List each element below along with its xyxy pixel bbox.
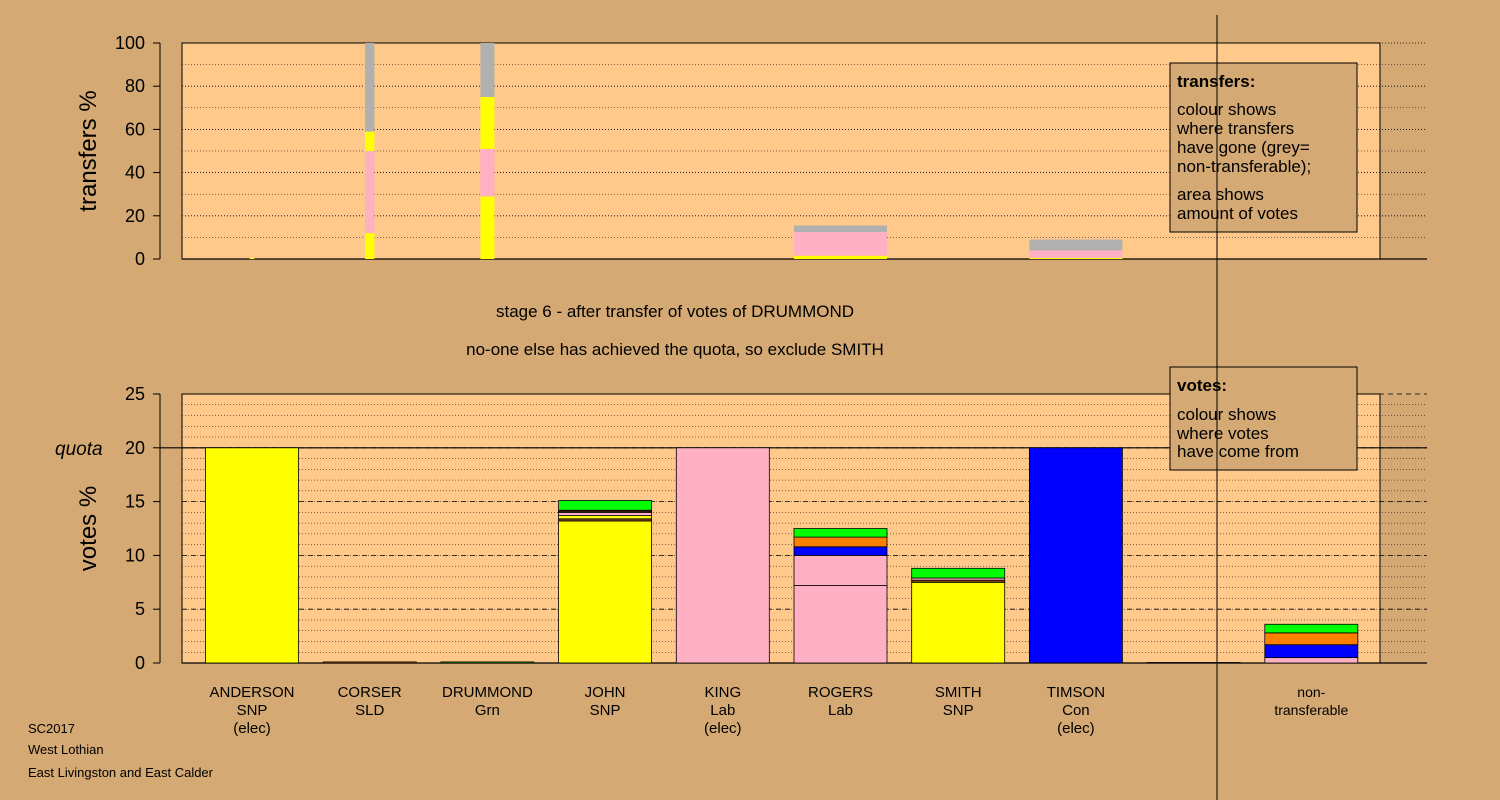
y-tick-label: 10 xyxy=(125,545,145,565)
y-tick-label: 60 xyxy=(125,119,145,139)
vote-segment xyxy=(1264,644,1359,659)
transfers-legend-line: non-transferable); xyxy=(1177,157,1311,176)
vote-segment xyxy=(558,500,652,511)
transfers-legend-line: have gone (grey= xyxy=(1177,138,1310,157)
candidate-label: SNP xyxy=(237,702,268,719)
transfer-segment xyxy=(480,148,495,197)
transfer-segment xyxy=(794,255,887,259)
stage-title: stage 6 - after transfer of votes of DRU… xyxy=(496,302,854,321)
y-tick-label: 80 xyxy=(125,76,145,96)
candidate-label: SNP xyxy=(943,702,974,719)
candidate-label: SNP xyxy=(590,702,621,719)
vote-segment xyxy=(558,520,652,664)
vote-segment xyxy=(793,528,888,538)
vote-segment xyxy=(793,555,888,586)
footer-council: West Lothian xyxy=(28,742,104,757)
footer-ward: East Livingston and East Calder xyxy=(28,765,214,780)
footer-election: SC2017 xyxy=(28,721,75,736)
candidate-label: (elec) xyxy=(1057,720,1095,737)
transfers-legend-title: transfers: xyxy=(1177,72,1255,91)
y-tick-label: 0 xyxy=(135,249,145,269)
vote-segment xyxy=(911,581,1006,664)
candidate-label: Lab xyxy=(710,702,735,719)
y-axis-label: transfers % xyxy=(75,90,102,211)
candidate-label: ANDERSON xyxy=(209,684,294,701)
y-tick-label: 15 xyxy=(125,492,145,512)
votes-legend-title: votes: xyxy=(1177,376,1227,395)
vote-segment xyxy=(793,546,888,556)
transfers-legend: transfers: colour shows where transfers … xyxy=(1169,62,1358,233)
candidate-label: non- xyxy=(1297,684,1325,700)
vote-segment xyxy=(1146,662,1241,664)
candidate-label: (elec) xyxy=(233,720,271,737)
votes-legend-line: colour shows xyxy=(1177,405,1276,424)
votes-legend: votes: colour shows where votes have com… xyxy=(1169,366,1358,471)
candidate-label: Grn xyxy=(475,702,500,719)
candidate-label: Lab xyxy=(828,702,853,719)
candidate-label: ROGERS xyxy=(808,684,873,701)
vote-segment xyxy=(675,447,770,664)
transfer-segment xyxy=(249,257,255,259)
transfer-segment xyxy=(480,97,495,149)
transfer-segment xyxy=(365,233,375,259)
candidate-label: CORSER xyxy=(338,684,402,701)
votes-legend-line: have come from xyxy=(1177,442,1299,461)
transfer-segment xyxy=(1029,239,1123,251)
y-axis-label: votes % xyxy=(75,486,102,571)
stage-subtitle: no-one else has achieved the quota, so e… xyxy=(466,340,884,359)
vote-segment xyxy=(440,661,535,664)
candidate-label: (elec) xyxy=(704,720,742,737)
transfer-segment xyxy=(1029,257,1123,259)
footer: SC2017 West Lothian East Livingston and … xyxy=(28,721,214,780)
transfers-legend-line: amount of votes xyxy=(1177,204,1298,223)
candidate-label: Con xyxy=(1062,702,1090,719)
votes-legend-line: where votes xyxy=(1176,424,1269,443)
vote-segment xyxy=(793,585,888,664)
y-tick-label: 20 xyxy=(125,438,145,458)
y-tick-label: 25 xyxy=(125,384,145,404)
vote-segment xyxy=(558,511,652,516)
vote-segment xyxy=(1029,447,1123,664)
candidate-label: TIMSON xyxy=(1047,684,1105,701)
vote-segment xyxy=(558,515,652,520)
candidate-label: JOHN xyxy=(585,684,626,701)
candidate-label: SLD xyxy=(355,702,384,719)
candidate-label: DRUMMOND xyxy=(442,684,533,701)
candidate-label: SMITH xyxy=(935,684,982,701)
transfer-segment xyxy=(794,225,887,232)
vote-segment xyxy=(1264,623,1359,634)
transfer-segment xyxy=(480,43,495,97)
transfers-legend-line: where transfers xyxy=(1176,119,1294,138)
vote-segment xyxy=(322,661,417,664)
quota-label: quota xyxy=(55,439,103,460)
transfer-segment xyxy=(794,232,887,256)
transfer-segment xyxy=(365,131,375,151)
vote-segment xyxy=(911,567,1006,579)
y-tick-label: 5 xyxy=(135,599,145,619)
transfers-legend-line: colour shows xyxy=(1177,100,1276,119)
transfer-segment xyxy=(1029,250,1123,258)
transfer-segment xyxy=(480,196,495,259)
transfer-segment xyxy=(365,43,375,132)
vote-segment xyxy=(1264,657,1359,664)
transfers-legend-line: area shows xyxy=(1177,185,1264,204)
transfer-segment xyxy=(365,151,375,234)
y-tick-label: 40 xyxy=(125,163,145,183)
vote-segment xyxy=(1264,632,1359,646)
candidate-label: KING xyxy=(704,684,741,701)
y-tick-label: 20 xyxy=(125,206,145,226)
y-tick-label: 0 xyxy=(135,653,145,673)
y-tick-label: 100 xyxy=(115,33,145,53)
vote-segment xyxy=(205,447,299,664)
vote-segment xyxy=(793,536,888,548)
candidate-label: transferable xyxy=(1274,702,1348,718)
